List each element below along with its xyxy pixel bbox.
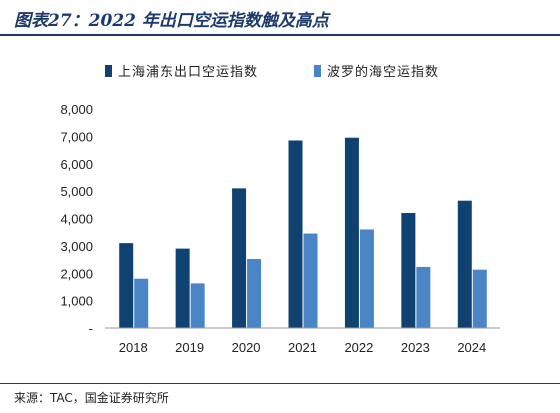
- y-tick-label: 6,000: [60, 157, 93, 172]
- bar-baltic-2024: [472, 269, 487, 328]
- y-tick-label: 5,000: [60, 184, 93, 199]
- bars: [119, 137, 487, 328]
- y-axis: - 1,000 2,000 3,000 4,000 5,000 6,000 7,000 8,00…: [60, 102, 93, 336]
- bar-baltic-2023: [416, 266, 431, 328]
- x-tick-label-2019: 2019: [175, 340, 204, 355]
- legend-swatch-pudong: [105, 65, 112, 77]
- bar-baltic-2021: [303, 233, 318, 328]
- bar-baltic-2019: [190, 283, 205, 328]
- x-tick-label-2024: 2024: [457, 340, 486, 355]
- bar-pudong-2020: [232, 188, 247, 328]
- y-tick-label: 2,000: [60, 266, 93, 281]
- legend-label-pudong: 上海浦东出口空运指数: [118, 65, 258, 80]
- bar-baltic-2018: [134, 278, 149, 328]
- bar-pudong-2024: [457, 200, 472, 328]
- title-divider: [0, 34, 560, 36]
- bar-chart: 上海浦东出口空运指数 波罗的海空运指数 - 1,000 2,000 3,000 4,00…: [60, 64, 500, 355]
- bar-pudong-2023: [401, 213, 416, 328]
- y-tick-label: -: [89, 321, 93, 336]
- bar-pudong-2019: [175, 248, 190, 328]
- bar-pudong-2018: [119, 243, 134, 328]
- y-tick-label: 7,000: [60, 129, 93, 144]
- x-tick-label-2021: 2021: [288, 340, 317, 355]
- bar-pudong-2022: [344, 137, 359, 328]
- bar-pudong-2021: [288, 140, 303, 328]
- x-tick-label-2018: 2018: [119, 340, 148, 355]
- footer-divider: [0, 383, 560, 384]
- x-tick-label-2022: 2022: [344, 340, 373, 355]
- y-tick-label: 4,000: [60, 212, 93, 227]
- y-tick-label: 1,000: [60, 294, 93, 309]
- y-tick-label: 3,000: [60, 239, 93, 254]
- bar-baltic-2022: [359, 229, 374, 328]
- x-tick-label-2020: 2020: [232, 340, 261, 355]
- bar-baltic-2020: [247, 259, 262, 328]
- y-tick-label: 8,000: [60, 102, 93, 117]
- legend-label-baltic: 波罗的海空运指数: [327, 64, 439, 80]
- figure-title: 图表27：2022 年出口空运指数触及高点: [14, 11, 329, 31]
- x-axis: 2018 2019 2020 2021 2022 2023 2024: [119, 340, 486, 355]
- source-note: 来源：TAC，国金证券研究所: [14, 391, 169, 405]
- x-tick-label-2023: 2023: [401, 340, 430, 355]
- chart-legend: 上海浦东出口空运指数 波罗的海空运指数: [105, 64, 439, 80]
- legend-swatch-baltic: [314, 65, 321, 77]
